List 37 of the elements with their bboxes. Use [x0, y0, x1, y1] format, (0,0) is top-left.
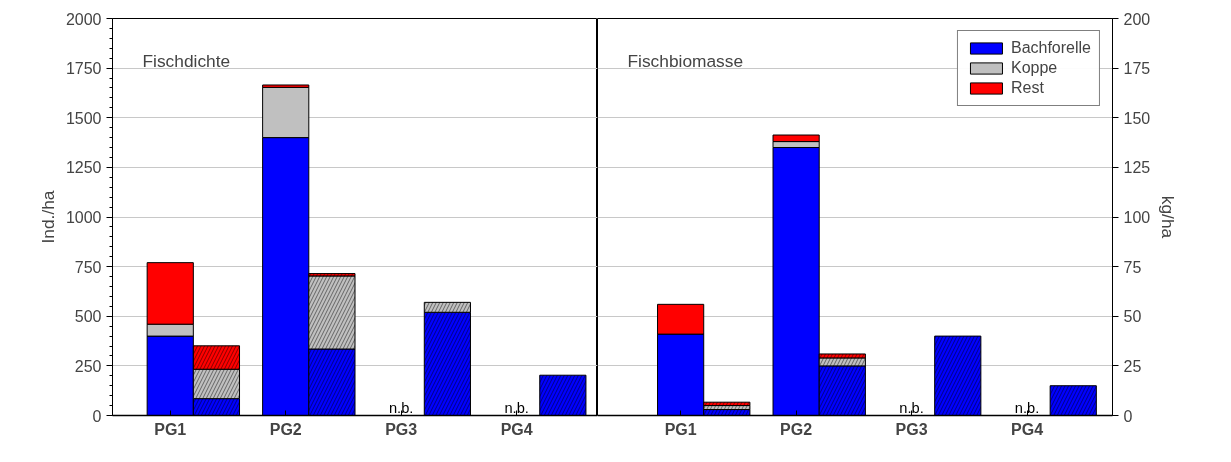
legend-label: Bachforelle: [1010, 39, 1091, 57]
y-axis-title: Ind./ha: [37, 190, 58, 244]
x-tick-label: PG2: [269, 420, 302, 438]
annotation: n.b.: [1014, 399, 1040, 416]
y-tick-label: 175: [1123, 60, 1151, 78]
x-tick-label: PG2: [780, 420, 813, 438]
y-tick-label: 0: [92, 407, 102, 425]
y-tick-label: 125: [1123, 159, 1151, 177]
y-tick-label: 1500: [65, 109, 102, 127]
x-tick-label: PG3: [895, 420, 928, 438]
y-tick-label: 0: [1123, 407, 1133, 425]
x-tick-label: PG3: [385, 420, 418, 438]
y-tick-label: 75: [1123, 258, 1142, 276]
y-tick-label: 2000: [65, 10, 102, 28]
y-tick-label: 1750: [65, 60, 102, 78]
legend-label: Rest: [1010, 79, 1044, 97]
y-tick-label: 500: [74, 308, 102, 326]
y-tick-label: 150: [1123, 109, 1151, 127]
y-tick-label: 1250: [65, 159, 102, 177]
text: Fischdichte: [142, 50, 231, 71]
y-tick-label: 25: [1123, 357, 1142, 375]
text: Fischbiomasse: [627, 50, 744, 71]
x-tick-label: PG4: [500, 420, 533, 438]
x-tick-label: PG4: [1011, 420, 1044, 438]
y-tick-label: 750: [74, 258, 102, 276]
y-tick-label: 250: [74, 357, 102, 375]
y-tick-label: 1000: [65, 209, 102, 226]
x-tick-label: PG1: [664, 420, 697, 438]
y-tick-label: 50: [1123, 308, 1142, 326]
y-tick-label: 100: [1123, 209, 1151, 226]
y-tick-label: 200: [1123, 10, 1151, 28]
legend-label: Koppe: [1010, 59, 1058, 77]
y-axis-title: kg/ha: [1158, 195, 1179, 239]
annotation: n.b.: [504, 399, 529, 416]
x-tick-label: PG1: [154, 420, 187, 438]
annotation: n.b.: [388, 399, 414, 416]
annotation: n.b.: [899, 399, 924, 416]
